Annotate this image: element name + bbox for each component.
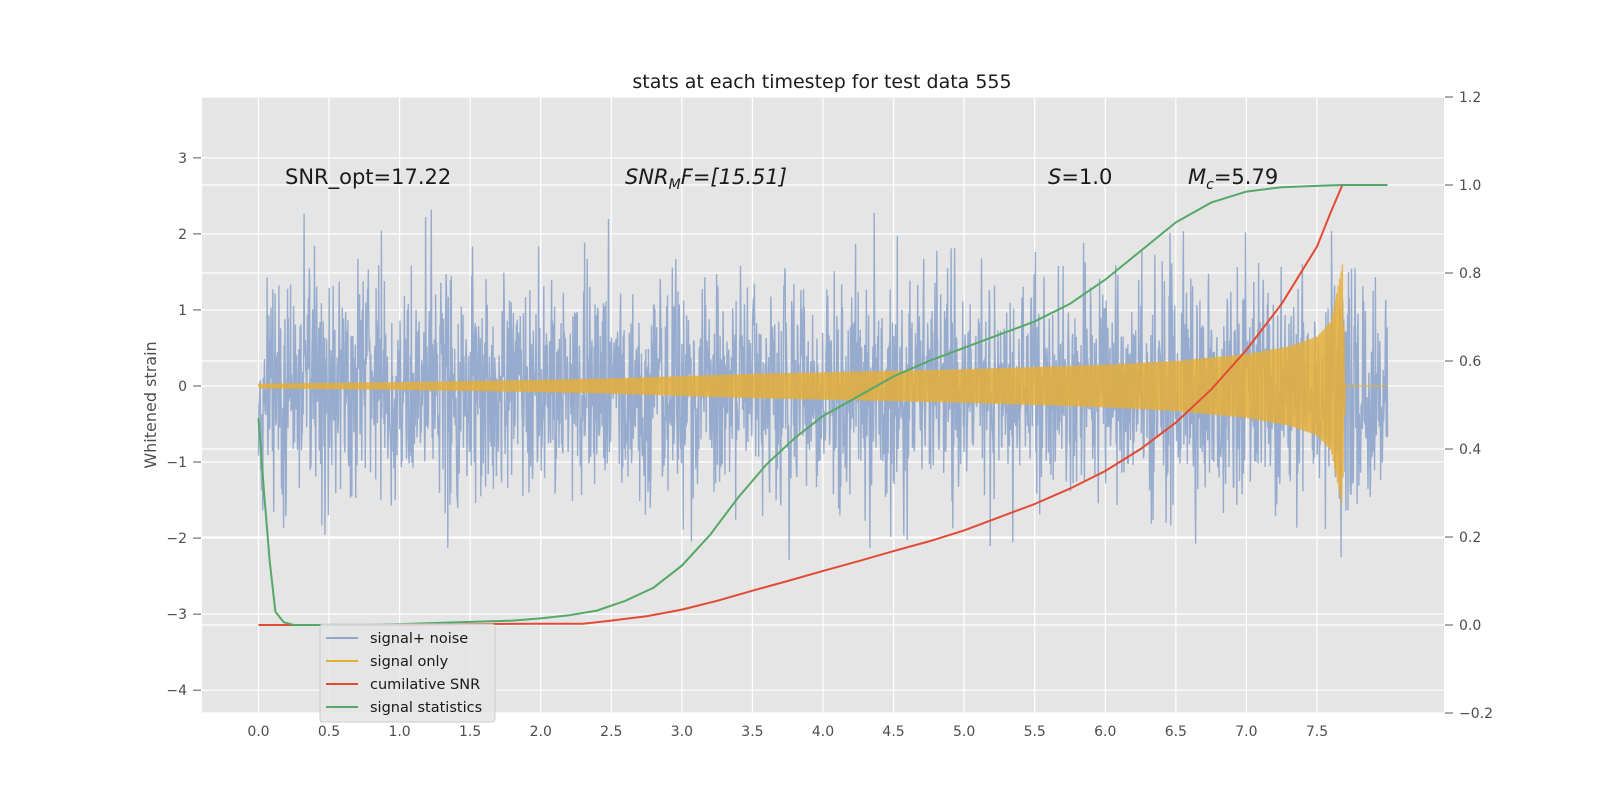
y2-axis-ticks: 1.2 1.0 0.8 0.6 0.4 0.2 0.0 −0.2 [1445, 90, 1493, 722]
annotation-snr-opt: SNR_opt=17.22 [285, 165, 451, 190]
x-tick-label: 4.0 [812, 724, 834, 740]
y-tick-label: 0 [178, 379, 187, 395]
y-tick-label: 3 [178, 151, 187, 167]
cumulative-snr-line [258, 184, 1388, 626]
annotation-s-symbol: S [1048, 165, 1061, 189]
x-tick-label: 6.0 [1094, 724, 1116, 740]
x-tick-label: 6.5 [1165, 724, 1187, 740]
y2-tick-label: 0.2 [1459, 530, 1481, 546]
annotation-s: S=1.0 [1048, 165, 1112, 189]
x-tick-label: 2.5 [600, 724, 622, 740]
annotation-snr-mf-subscript: M [669, 177, 681, 193]
chart-title: stats at each timestep for test data 555 [632, 71, 1011, 93]
x-tick-label: 5.5 [1024, 724, 1046, 740]
legend-label-signal-only: signal only [370, 654, 449, 670]
y2-tick-label: 0.4 [1459, 442, 1481, 458]
x-tick-label: 5.0 [953, 724, 975, 740]
y2-tick-label: 1.2 [1459, 90, 1481, 106]
y-tick-label: −1 [166, 455, 187, 471]
annotation-mc-value: =5.79 [1214, 165, 1278, 189]
annotation-mc-subscript: c [1206, 177, 1214, 193]
annotation-snr-mf: SNRMF=[15.51] [625, 165, 787, 193]
x-tick-label: 1.5 [459, 724, 481, 740]
annotation-snr-mf-symbol: SNR [625, 165, 669, 189]
signal-only-line [257, 264, 1388, 505]
legend-label-signal-statistics: signal statistics [370, 700, 482, 716]
y-tick-label: −2 [166, 531, 187, 547]
legend-box [319, 623, 496, 723]
y-tick-label: −4 [166, 683, 187, 699]
x-tick-label: 3.0 [671, 724, 693, 740]
y-axis-label: Whitened strain [141, 341, 160, 468]
legend-label-signal-noise: signal+ noise [370, 631, 468, 647]
legend-label-cumulative-snr: cumilative SNR [370, 677, 480, 693]
annotation-mc: Mc=5.79 [1188, 165, 1278, 193]
y-tick-label: 2 [178, 227, 187, 243]
y2-tick-label: 0.0 [1459, 618, 1481, 634]
y2-tick-label: 0.6 [1459, 354, 1481, 370]
annotation-s-value: =1.0 [1061, 165, 1112, 189]
y2-tick-label: −0.2 [1459, 706, 1493, 722]
x-tick-label: 2.0 [530, 724, 552, 740]
annotation-mc-symbol: M [1188, 165, 1206, 189]
y-tick-label: 1 [178, 303, 187, 319]
annotation-snr-mf-value: F=[15.51] [681, 165, 787, 189]
y-tick-label: −3 [166, 607, 187, 623]
legend: signal+ noise signal only cumilative SNR… [319, 623, 496, 723]
y2-tick-label: 0.8 [1459, 266, 1481, 282]
x-tick-label: 7.5 [1306, 724, 1328, 740]
x-tick-label: 0.0 [247, 724, 269, 740]
x-tick-label: 7.0 [1235, 724, 1257, 740]
x-axis-ticks: 0.0 0.5 1.0 1.5 2.0 2.5 3.0 3.5 4.0 4.5 5.0 5.5 6.0 6… [247, 724, 1328, 740]
y2-tick-label: 1.0 [1459, 178, 1481, 194]
x-tick-label: 4.5 [882, 724, 904, 740]
y-axis-ticks: 3 2 1 0 −1 −2 −3 −4 [166, 151, 201, 699]
x-tick-label: 1.0 [388, 724, 410, 740]
x-tick-label: 3.5 [741, 724, 763, 740]
x-tick-label: 0.5 [318, 724, 340, 740]
